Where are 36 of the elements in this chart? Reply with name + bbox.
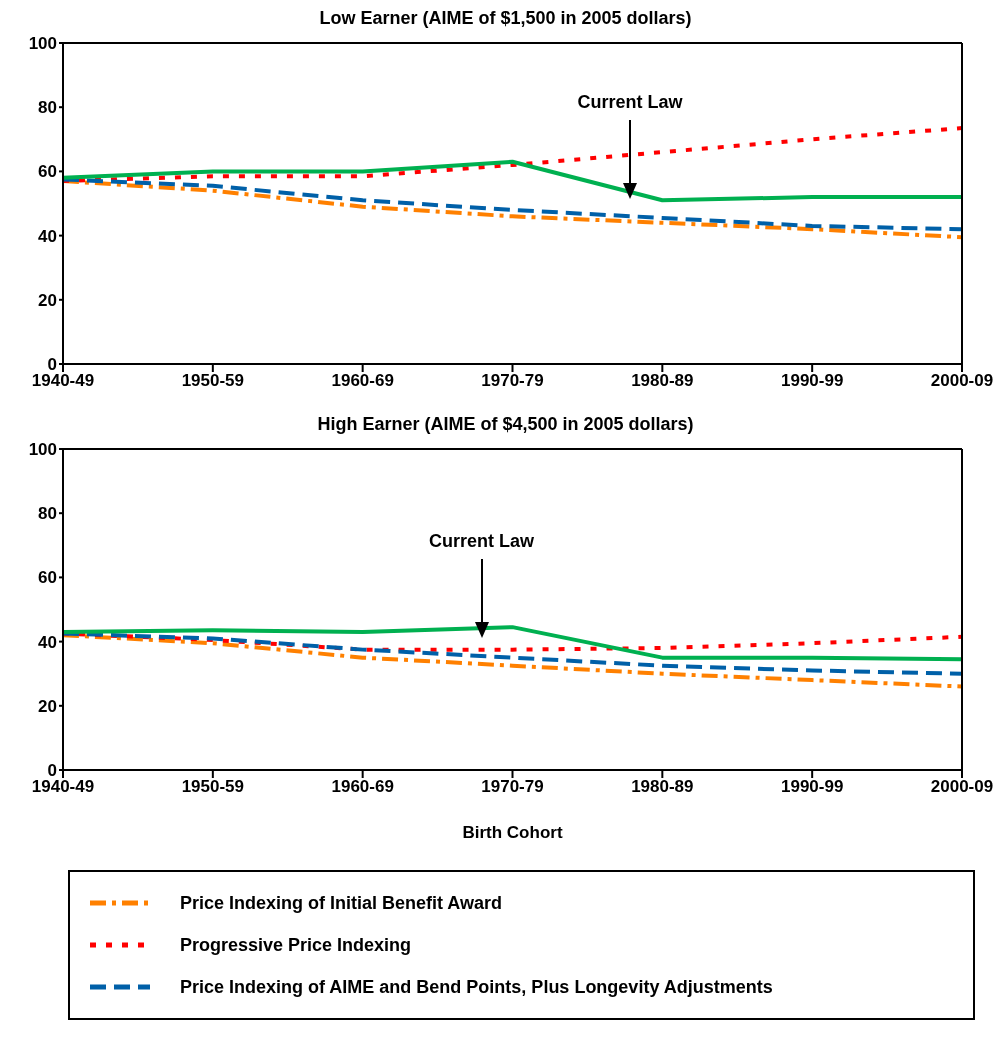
x-tick-label: 1990-99 (780, 777, 844, 797)
y-tick-label: 100 (28, 34, 57, 54)
x-tick-label: 2000-09 (930, 777, 994, 797)
x-tick-label: 1950-59 (181, 777, 245, 797)
y-tick-label: 20 (38, 290, 57, 310)
line-series (63, 177, 962, 232)
legend-label: Price Indexing of Initial Benefit Award (180, 892, 503, 914)
y-tick-label: 80 (38, 98, 57, 118)
x-tick-label: 1980-89 (631, 371, 694, 391)
y-tick-label: 20 (38, 696, 57, 716)
line-series (63, 631, 962, 676)
x-axis-title: Birth Cohort (462, 823, 563, 842)
x-tick-label: 1980-89 (631, 777, 694, 797)
y-tick-label: 40 (38, 226, 57, 246)
annotation: Current Law (428, 530, 535, 552)
x-tick-label: 1970-79 (481, 371, 544, 391)
x-tick-label: 1990-99 (780, 371, 844, 391)
x-tick-label: 1970-79 (481, 777, 544, 797)
chart-title: High Earner (AIME of $4,500 in 2005 dollars) (316, 414, 695, 436)
legend-label: Price Indexing of AIME and Bend Points, Plus Longevity Adjustments (180, 976, 773, 998)
x-tick-label: 1950-59 (181, 371, 245, 391)
y-tick-label: 60 (38, 568, 57, 588)
chart-title: Low Earner (AIME of $1,500 in 2005 dollars) (318, 8, 693, 30)
y-tick-label: 100 (28, 440, 57, 460)
annotation: Current Law (576, 92, 684, 114)
x-tick-label: 2000-09 (930, 371, 994, 391)
x-tick-label: 1960-69 (331, 777, 394, 797)
y-tick-label: 60 (38, 162, 57, 182)
line-series (63, 126, 962, 184)
legend-label: Progressive Price Indexing (180, 934, 412, 956)
line-series (63, 159, 962, 203)
y-tick-label: 80 (38, 504, 57, 524)
line-series (63, 633, 962, 689)
x-tick-label: 1960-69 (331, 371, 394, 391)
y-tick-label: 40 (38, 632, 57, 652)
line-series (63, 625, 962, 662)
